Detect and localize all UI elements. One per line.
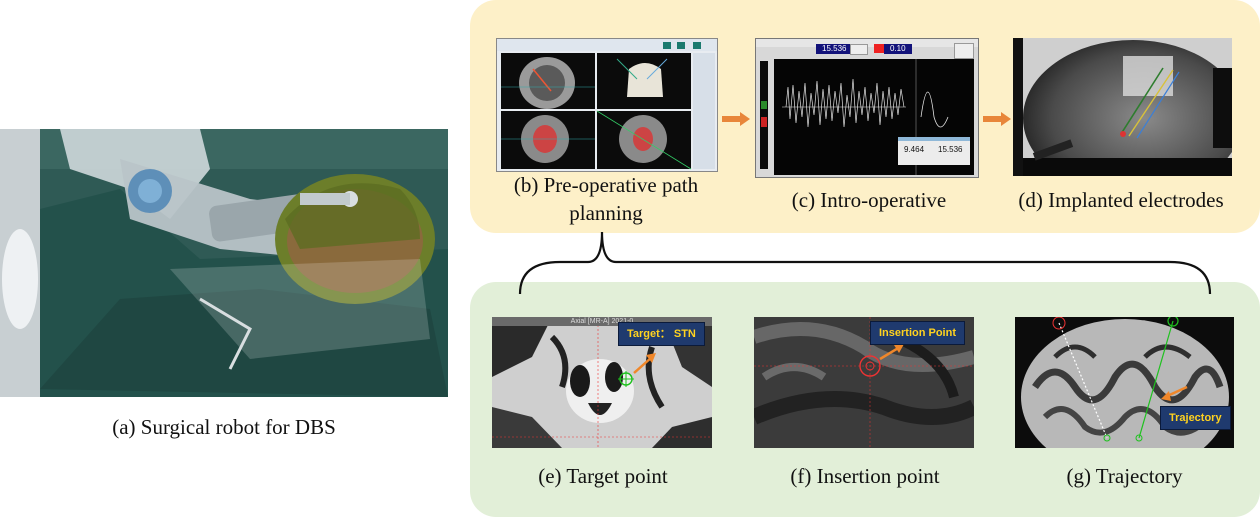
- mri-header-bar: Axial [MR-A] 2021-0: [492, 317, 712, 326]
- target-point-mri: Axial [MR-A] 2021-0: [492, 317, 712, 448]
- caption-g: (g) Trajectory: [1066, 464, 1183, 488]
- brace-connector: [518, 231, 1212, 295]
- target-stn-label: Target： STN: [618, 322, 705, 346]
- depth-readout: 15.536: [816, 44, 853, 54]
- caption-f: (f) Insertion point: [790, 464, 940, 488]
- trajectory-label: Trajectory: [1160, 406, 1231, 430]
- surgical-robot-photo: [0, 129, 448, 397]
- caption-d: (d) Implanted electrodes: [1018, 188, 1224, 212]
- implanted-electrodes-xray: [1013, 38, 1232, 176]
- arrow-b-to-c: [722, 112, 750, 126]
- intraop-recording-screenshot: 15.536 0.10 9.464 15.536: [755, 38, 979, 178]
- arrow-c-to-d: [983, 112, 1011, 126]
- value-readout-left: 9.464: [904, 145, 925, 154]
- caption-a: (a) Surgical robot for DBS: [112, 415, 336, 439]
- step-readout: 0.10: [884, 44, 912, 54]
- caption-c: (c) Intro-operative: [791, 188, 947, 212]
- value-readout-right: 15.536: [938, 145, 963, 154]
- preop-planning-software-screenshot: [496, 38, 718, 172]
- caption-b-line2: planning: [569, 201, 643, 225]
- insertion-point-label: Insertion Point: [870, 321, 965, 345]
- caption-e: (e) Target point: [538, 464, 668, 488]
- caption-b-line1: (b) Pre-operative path: [513, 173, 699, 197]
